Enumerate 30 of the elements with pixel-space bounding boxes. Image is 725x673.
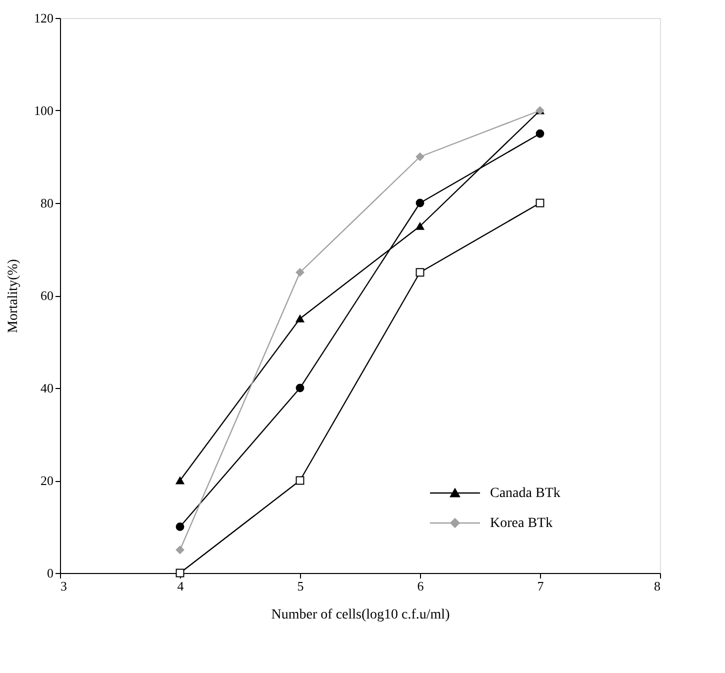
- x-tick-label: 7: [537, 578, 544, 594]
- point: [176, 546, 184, 554]
- point: [416, 268, 424, 277]
- point: [296, 384, 304, 392]
- y-tick-label: 60: [40, 288, 54, 303]
- legend-label: Canada BTk: [490, 486, 560, 501]
- legend-label: Korea BTk: [490, 516, 553, 531]
- point: [296, 268, 304, 277]
- y-tick-label: 100: [34, 103, 54, 118]
- x-tick-label: 4: [177, 578, 184, 594]
- y-tick-label: 80: [40, 196, 54, 210]
- x-tick-label: 6: [417, 578, 424, 594]
- y-tick-label: 20: [40, 473, 54, 488]
- point: [176, 476, 184, 484]
- point: [296, 314, 304, 322]
- point: [536, 129, 544, 138]
- x-tick-label: 3: [60, 578, 67, 594]
- point: [416, 198, 424, 208]
- point: [416, 222, 424, 230]
- y-tick-label: 0: [47, 566, 54, 580]
- point: [296, 476, 304, 485]
- point: [536, 198, 544, 208]
- x-axis-title: Number of cells(log10 c.f.u/ml): [271, 608, 450, 622]
- x-tick-label: 5: [297, 578, 304, 594]
- point: [416, 152, 424, 161]
- y-tick-label: 40: [40, 380, 54, 396]
- y-axis-title: Mortality(%): [6, 258, 21, 333]
- point: [176, 522, 184, 531]
- y-tick-label: 120: [34, 10, 54, 26]
- x-tick-label: 8: [654, 578, 660, 594]
